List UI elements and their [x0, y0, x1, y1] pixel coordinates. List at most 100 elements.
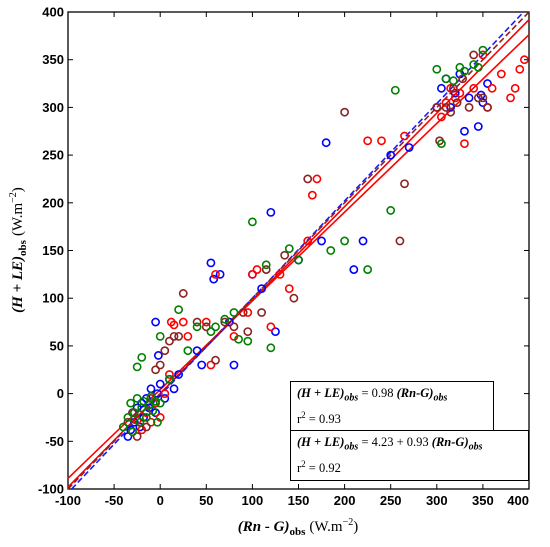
y-axis-title-unit: (W.m [10, 203, 26, 237]
data-point [197, 360, 207, 370]
data-point [243, 308, 253, 317]
data-point [515, 64, 525, 74]
data-point [243, 336, 253, 346]
x-tick-label: 100 [242, 493, 264, 508]
data-point [153, 351, 163, 360]
y-tick-label: -50 [45, 434, 64, 449]
data-point [496, 69, 506, 79]
data-point [437, 139, 446, 149]
data-point [118, 422, 128, 432]
y-axis-title-exp: −2 [8, 192, 19, 203]
data-point [238, 308, 248, 317]
data-point [464, 103, 474, 112]
data-point [146, 392, 156, 401]
data-point [201, 322, 211, 332]
x-tick-label: -50 [105, 493, 124, 508]
data-point [192, 346, 202, 356]
data-point [128, 427, 137, 437]
data-point [266, 322, 276, 332]
data-point [178, 317, 188, 327]
data-point [377, 136, 386, 146]
data-point [478, 45, 488, 55]
y-axis-title-main: (H + LE) [10, 256, 26, 313]
data-point [460, 126, 469, 136]
data-point [261, 265, 271, 274]
r2-2-line: r2 = 0.92 [297, 458, 341, 475]
x-axis-title-exp: −2 [343, 517, 354, 528]
data-point [395, 236, 405, 246]
y-tick-label: 0 [57, 386, 64, 401]
data-point [174, 305, 184, 315]
data-point [519, 55, 529, 65]
data-point [266, 207, 276, 217]
data-point [141, 422, 151, 432]
data-point [209, 274, 219, 284]
data-point [271, 327, 280, 336]
data-point [129, 408, 139, 418]
data-point [473, 93, 483, 103]
data-point [317, 236, 326, 246]
data-point [441, 103, 451, 112]
y-tick-label: 400 [42, 5, 64, 20]
data-point [284, 284, 294, 294]
data-point [155, 379, 165, 389]
data-point [206, 327, 216, 336]
data-point [141, 413, 151, 422]
data-point [261, 260, 271, 270]
data-point [192, 317, 202, 327]
data-point [169, 384, 179, 394]
data-point [321, 138, 331, 148]
data-point [247, 217, 257, 227]
data-point [303, 174, 313, 184]
data-point [469, 83, 479, 93]
equation-1-line: (H + LE)obs = 0.98 (Rn-G)obs [297, 386, 448, 404]
data-point [148, 406, 158, 416]
data-point [137, 352, 147, 362]
y-axis-title: (H + LE)obs (W.m−2) [8, 187, 29, 313]
data-point [312, 174, 322, 184]
data-point [455, 88, 465, 98]
data-point [510, 83, 520, 93]
x-tick-label: 300 [426, 493, 448, 508]
data-point [126, 425, 136, 435]
data-point [123, 413, 133, 422]
data-point [363, 265, 373, 274]
axis-ticks [67, 11, 530, 490]
data-point [178, 289, 188, 298]
data-point [460, 66, 469, 76]
data-point [307, 190, 317, 200]
data-point [446, 107, 456, 117]
x-tick-label: 0 [157, 493, 164, 508]
data-point [386, 206, 396, 215]
equation-box-1: (H + LE)obs = 0.98 (Rn-G)obs r2 = 0.93 [290, 381, 494, 432]
data-point [192, 322, 202, 332]
data-point [363, 136, 373, 146]
data-point [446, 83, 456, 93]
data-point [165, 336, 174, 346]
data-points [118, 45, 529, 441]
data-point [165, 374, 174, 384]
data-point [349, 265, 359, 274]
data-point [126, 398, 136, 408]
data-point [211, 269, 220, 279]
y-tick-label: 150 [42, 243, 64, 258]
data-point [437, 83, 446, 93]
data-point [478, 98, 488, 108]
data-point [452, 98, 462, 108]
data-point [155, 360, 165, 370]
data-point [400, 179, 409, 189]
data-point [211, 322, 220, 332]
data-point [303, 236, 313, 246]
data-point [404, 143, 414, 152]
data-point [151, 365, 160, 375]
data-point [450, 93, 460, 103]
data-point [294, 255, 303, 265]
data-point [132, 362, 142, 372]
y-tick-label: 250 [42, 148, 64, 163]
data-point [483, 103, 492, 112]
x-tick-label: -100 [55, 493, 81, 508]
data-point [326, 246, 336, 255]
x-tick-label: 150 [288, 493, 310, 508]
x-axis-title-sub: obs [289, 526, 306, 538]
y-axis-title-close: ) [10, 187, 26, 192]
